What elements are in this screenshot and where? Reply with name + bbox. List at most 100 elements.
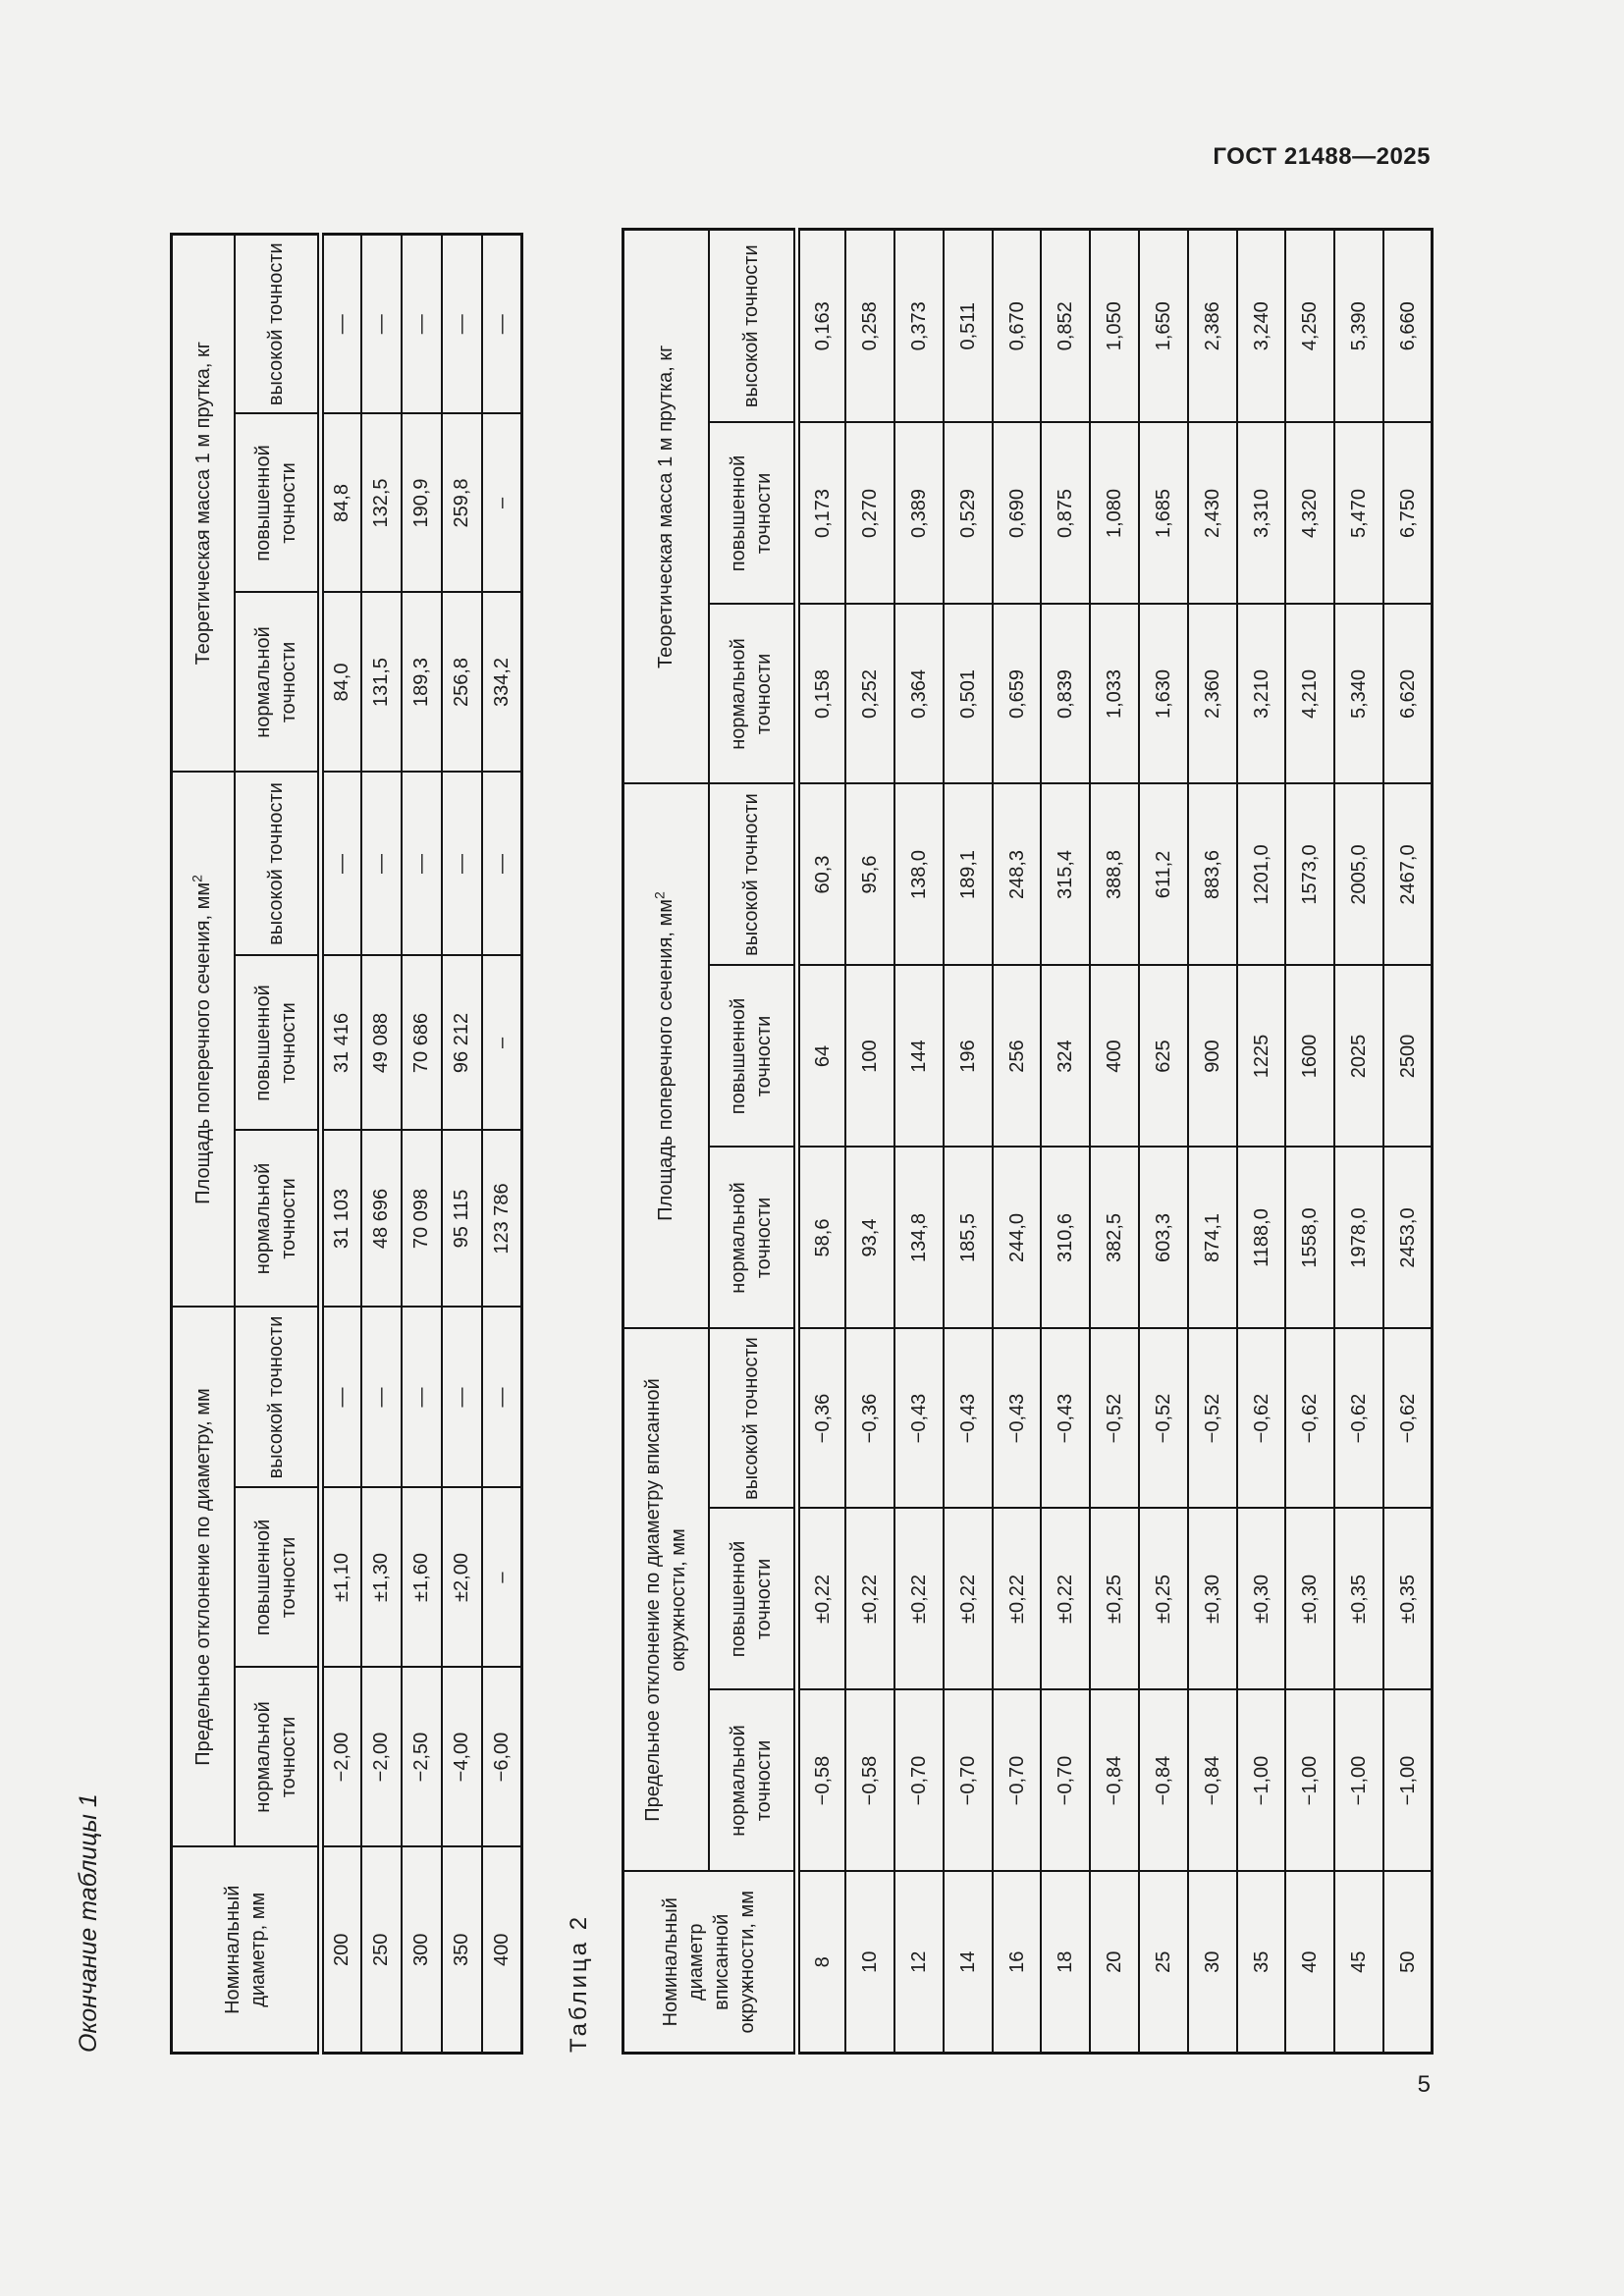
table2-caption: Таблица 2	[566, 1913, 592, 2053]
value-cell: 31 416	[320, 955, 361, 1131]
value-cell: −0,43	[894, 1328, 944, 1509]
value-cell: 1,033	[1090, 604, 1140, 784]
value-cell: 0,839	[1041, 604, 1091, 784]
value-cell: ±1,30	[360, 1487, 402, 1668]
value-cell: 388,8	[1090, 783, 1140, 966]
t1-sub-normal: нормальной точности	[234, 1130, 321, 1308]
row-diameter-cell: 45	[1334, 1871, 1384, 2054]
value-cell: 324	[1041, 965, 1091, 1148]
value-cell: ±2,00	[441, 1487, 482, 1668]
table2-body: 8 −0,58 ±0,22 −0,36 58,6 64 60,3 0,158 0,173 0,16…	[796, 229, 1433, 2054]
value-cell: 132,5	[360, 413, 402, 593]
table2-rotated-block: Таблица 2 Номинальный диаметр вписанной …	[565, 227, 1435, 2055]
value-cell: 256	[992, 965, 1042, 1148]
table-row: 8 −0,58 ±0,22 −0,36 58,6 64 60,3 0,158 0,173 0,16…	[796, 229, 846, 2054]
value-cell: −0,70	[943, 1689, 993, 1872]
value-cell: 256,8	[441, 592, 482, 773]
row-diameter-cell: 16	[992, 1871, 1042, 2054]
value-cell: 3,210	[1236, 604, 1286, 784]
t2-sub-normal: нормальной точности	[708, 604, 797, 784]
t1-sub-raised: повышенной точности	[234, 1487, 321, 1668]
t1-area-group-header: Площадь поперечного сечения, мм2	[171, 772, 235, 1308]
t2-sub-normal: нормальной точности	[708, 1147, 797, 1329]
value-cell: −1,00	[1334, 1689, 1384, 1872]
value-cell: 70 098	[401, 1130, 442, 1308]
row-diameter-cell: 14	[943, 1871, 993, 2054]
document-title: ГОСТ 21488—2025	[1213, 143, 1431, 170]
t2-sub-raised: повышенной точности	[708, 965, 797, 1148]
t1-diameter-header: Номинальный диаметр, мм	[171, 1846, 321, 2054]
value-cell: ±0,30	[1236, 1508, 1286, 1690]
value-cell: 611,2	[1139, 783, 1188, 966]
t2-area-group-header: Площадь поперечного сечения, мм2	[623, 783, 709, 1329]
value-cell: –	[481, 1487, 522, 1668]
value-cell: 2467,0	[1383, 783, 1433, 966]
value-cell: 4,320	[1285, 422, 1335, 605]
value-cell: ±0,30	[1285, 1508, 1335, 1690]
t1-sub-normal: нормальной точности	[234, 592, 321, 773]
value-cell: −0,58	[796, 1689, 846, 1872]
value-cell: 874,1	[1187, 1147, 1237, 1329]
table-2: Номинальный диаметр вписанной окружности…	[622, 227, 1435, 2055]
value-cell: 0,875	[1041, 422, 1091, 605]
value-cell: 84,8	[320, 413, 361, 593]
table1-body: 200 −2,00 ±1,10—31 103 31 416—84,0 84,8—250−…	[320, 234, 522, 2054]
table-row: 20 −0,84 ±0,25 −0,52 382,5 400 388,8 1,033 1,080…	[1090, 229, 1140, 2054]
value-cell: —	[360, 234, 402, 414]
t1-area-superscript: 2	[189, 875, 205, 882]
t1-sub-raised: повышенной точности	[234, 955, 321, 1131]
value-cell: —	[320, 772, 361, 956]
value-cell: ±0,22	[845, 1508, 895, 1690]
value-cell: −0,84	[1187, 1689, 1237, 1872]
t1-sub-high: высокой точности	[234, 772, 321, 956]
value-cell: 0,511	[943, 229, 993, 423]
value-cell: −0,70	[1041, 1689, 1091, 1872]
value-cell: 60,3	[796, 783, 846, 966]
table-row: 45 −1,00 ±0,35 −0,62 1978,0 2025 2005,0 5,340 5,…	[1334, 229, 1384, 2054]
table-row: 35 −1,00 ±0,30 −0,62 1188,0 1225 1201,0 3,210 3,…	[1236, 229, 1286, 2054]
t2-sub-raised: повышенной точности	[708, 1508, 797, 1690]
table-row: 400 −6,00– —123 786– —334,2– —	[481, 234, 522, 2054]
row-diameter-cell: 25	[1139, 1871, 1188, 2054]
value-cell: 138,0	[894, 783, 944, 966]
t2-mass-group-header: Теоретическая масса 1 м прутка, кг	[623, 229, 709, 784]
table-row: 14 −0,70 ±0,22 −0,43 185,5 196 189,1 0,501 0,529…	[943, 229, 993, 2054]
value-cell: 95 115	[441, 1130, 482, 1308]
t2-sub-high: высокой точности	[708, 229, 797, 423]
value-cell: 4,250	[1285, 229, 1335, 423]
value-cell: 189,1	[943, 783, 993, 966]
value-cell: —	[360, 1307, 402, 1488]
value-cell: −0,52	[1139, 1328, 1188, 1509]
value-cell: −0,62	[1334, 1328, 1384, 1509]
value-cell: 6,620	[1383, 604, 1433, 784]
value-cell: −2,00	[320, 1667, 361, 1847]
t2-sub-high: высокой точности	[708, 1328, 797, 1509]
value-cell: −2,50	[401, 1667, 442, 1847]
value-cell: 1,050	[1090, 229, 1140, 423]
t1-deviation-group-header: Предельное отклонение по диаметру, мм	[171, 1307, 235, 1847]
value-cell: —	[401, 1307, 442, 1488]
value-cell: −2,00	[360, 1667, 402, 1847]
value-cell: −1,00	[1383, 1689, 1433, 1872]
value-cell: 248,3	[992, 783, 1042, 966]
row-diameter-cell: 12	[894, 1871, 944, 2054]
value-cell: 70 686	[401, 955, 442, 1131]
value-cell: ±0,30	[1187, 1508, 1237, 1690]
value-cell: 1,685	[1139, 422, 1188, 605]
value-cell: ±0,22	[1041, 1508, 1091, 1690]
value-cell: 6,660	[1383, 229, 1433, 423]
table-row: 200 −2,00 ±1,10—31 103 31 416—84,0 84,8—	[320, 234, 361, 2054]
value-cell: 1,630	[1139, 604, 1188, 784]
value-cell: 58,6	[796, 1147, 846, 1329]
value-cell: 1558,0	[1285, 1147, 1335, 1329]
value-cell: 382,5	[1090, 1147, 1140, 1329]
value-cell: 185,5	[943, 1147, 993, 1329]
value-cell: −0,43	[943, 1328, 993, 1509]
value-cell: —	[441, 234, 482, 414]
t1-sub-high: высокой точности	[234, 234, 321, 414]
t1-sub-raised: повышенной точности	[234, 413, 321, 593]
table-row: 10 −0,58 ±0,22 −0,36 93,4 100 95,6 0,252 0,270 0,…	[845, 229, 895, 2054]
value-cell: 0,670	[992, 229, 1042, 423]
value-cell: 603,3	[1139, 1147, 1188, 1329]
value-cell: 96 212	[441, 955, 482, 1131]
